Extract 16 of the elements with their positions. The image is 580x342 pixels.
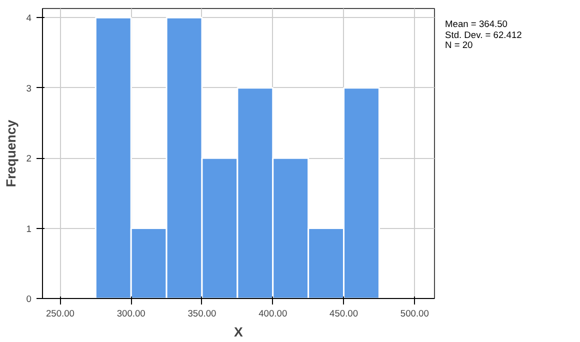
x-tick-label: 450.00 [330, 308, 358, 318]
y-axis-title: Frequency [3, 119, 18, 188]
y-tick-label: 0 [26, 294, 32, 304]
x-tick-label: 500.00 [400, 308, 429, 318]
text: N = 20 [445, 40, 473, 50]
y-tick-label: 3 [26, 83, 32, 94]
y-tick-label: 4 [26, 13, 32, 24]
x-tick-label: 250.00 [46, 308, 74, 318]
y-tick-label: 2 [26, 154, 32, 164]
x-axis-title: X [234, 324, 244, 340]
text: Mean = 364.50 [445, 19, 508, 29]
x-tick-label: 400.00 [258, 308, 288, 318]
y-tick-label: 1 [26, 224, 32, 234]
x-tick-label: 350.00 [188, 308, 216, 318]
text: Std. Dev. = 62.412 [445, 30, 522, 40]
x-tick-label: 300.00 [116, 308, 146, 318]
